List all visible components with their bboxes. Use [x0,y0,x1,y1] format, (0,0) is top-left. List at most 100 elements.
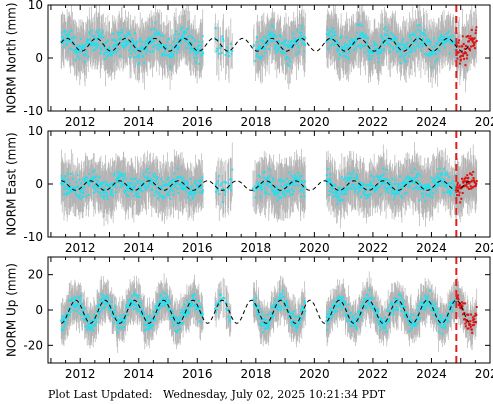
data-point [263,176,266,179]
data-point [417,36,420,39]
data-point [159,43,162,46]
data-point [366,49,369,52]
data-point [139,187,142,190]
data-point [127,31,130,34]
data-point [436,184,439,187]
data-point [449,192,452,195]
data-point [163,54,166,57]
data-point [373,185,376,188]
data-point [344,190,347,193]
data-point [81,45,84,48]
data-point [433,181,436,184]
data-point [347,183,350,186]
data-point [118,179,121,182]
data-point [175,46,178,49]
data-point [124,41,127,44]
data-point [362,44,365,47]
data-point [343,176,346,179]
data-point [276,49,279,52]
data-point [268,168,271,171]
data-point [121,184,124,187]
data-point [94,37,97,40]
data-point [112,194,115,197]
data-point [394,36,397,39]
data-point [148,37,151,40]
data-point [113,172,116,175]
up-panel: 20122014201620182020202220242026-20020NO… [5,256,493,381]
data-point [76,46,79,49]
data-point [296,43,299,46]
x-tick-label: 2016 [182,241,213,255]
data-point [450,191,453,194]
data-point [86,38,89,41]
data-point [464,51,467,54]
data-point [182,185,185,188]
data-point [91,35,94,38]
data-point [200,49,203,52]
data-point [162,180,165,183]
data-point [293,179,296,182]
data-point [473,47,476,50]
data-point [355,40,358,43]
data-point [64,30,67,33]
data-point [390,45,393,48]
data-point [197,184,200,187]
data-point [398,182,401,185]
data-point [440,180,443,183]
data-point [115,42,118,45]
data-point [387,35,390,38]
data-point [137,54,140,57]
data-point [139,40,142,43]
data-point [360,196,363,199]
data-point [184,184,187,187]
data-point [190,193,193,196]
data-point [442,191,445,194]
data-point [253,44,256,47]
data-point [165,47,168,50]
data-point [359,34,362,37]
data-point [441,172,444,175]
data-point [266,176,269,179]
data-point [152,184,155,187]
data-point [143,61,146,64]
data-point [345,192,348,195]
data-point [357,23,360,26]
data-point [155,29,158,32]
data-point [280,42,283,45]
data-point [407,55,410,58]
data-point [393,179,396,182]
data-point [336,47,339,50]
x-tick-label: 2020 [299,241,330,255]
data-point [342,54,345,57]
data-point [433,50,436,53]
data-point [60,182,63,185]
data-point [458,194,461,197]
data-point [278,45,281,48]
data-point [365,43,368,46]
data-point [88,172,91,175]
data-point [328,177,331,180]
data-point [168,190,171,193]
data-point [444,173,447,176]
data-point [101,31,104,34]
data-point [95,30,98,33]
data-point [302,42,305,45]
data-point [113,184,116,187]
data-point [334,31,337,34]
data-point [193,193,196,196]
data-point [355,175,358,178]
data-point [399,185,402,188]
data-point [281,52,284,55]
data-point [267,33,270,36]
data-point [198,62,201,65]
data-point [419,175,422,178]
data-point [367,51,370,54]
data-point [460,54,463,57]
data-point [398,192,401,195]
data-point [399,175,402,178]
data-point [129,186,132,189]
data-point [467,176,470,179]
data-point [441,181,444,184]
data-point [291,43,294,46]
data-point [199,48,202,51]
